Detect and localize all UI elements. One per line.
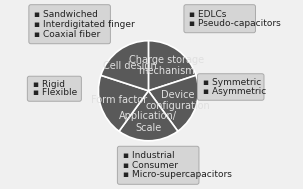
Text: ▪ Pseudo-capacitors: ▪ Pseudo-capacitors bbox=[189, 19, 281, 28]
Text: ▪ Symmetric: ▪ Symmetric bbox=[203, 78, 261, 87]
Text: ▪ Industrial: ▪ Industrial bbox=[123, 151, 175, 160]
Text: ▪ Rigid: ▪ Rigid bbox=[33, 80, 65, 89]
Text: ▪ Flexible: ▪ Flexible bbox=[33, 88, 77, 97]
Text: ▪ Micro-supercapacitors: ▪ Micro-supercapacitors bbox=[123, 170, 232, 179]
Text: ▪ Interdigitated finger: ▪ Interdigitated finger bbox=[34, 20, 135, 29]
Text: ▪ Coaxial fiber: ▪ Coaxial fiber bbox=[34, 29, 101, 39]
Wedge shape bbox=[148, 75, 198, 131]
Text: Form factor: Form factor bbox=[91, 95, 147, 105]
FancyBboxPatch shape bbox=[29, 5, 110, 44]
Text: ▪ Consumer: ▪ Consumer bbox=[123, 161, 178, 170]
Wedge shape bbox=[119, 91, 178, 141]
Text: ▪ EDLCs: ▪ EDLCs bbox=[189, 10, 227, 19]
Text: Device
configuration: Device configuration bbox=[145, 90, 210, 111]
Wedge shape bbox=[101, 41, 148, 91]
Text: Charge storage
mechanism: Charge storage mechanism bbox=[129, 55, 204, 77]
Text: Cell design: Cell design bbox=[103, 61, 157, 71]
Text: ▪ Sandwiched: ▪ Sandwiched bbox=[34, 10, 98, 19]
FancyBboxPatch shape bbox=[27, 76, 82, 101]
FancyBboxPatch shape bbox=[184, 5, 255, 33]
FancyBboxPatch shape bbox=[198, 74, 264, 100]
Text: Application/
Scale: Application/ Scale bbox=[119, 111, 178, 132]
Text: ▪ Asymmetric: ▪ Asymmetric bbox=[203, 87, 266, 96]
Wedge shape bbox=[148, 41, 196, 91]
FancyBboxPatch shape bbox=[117, 146, 199, 184]
Wedge shape bbox=[98, 75, 148, 131]
